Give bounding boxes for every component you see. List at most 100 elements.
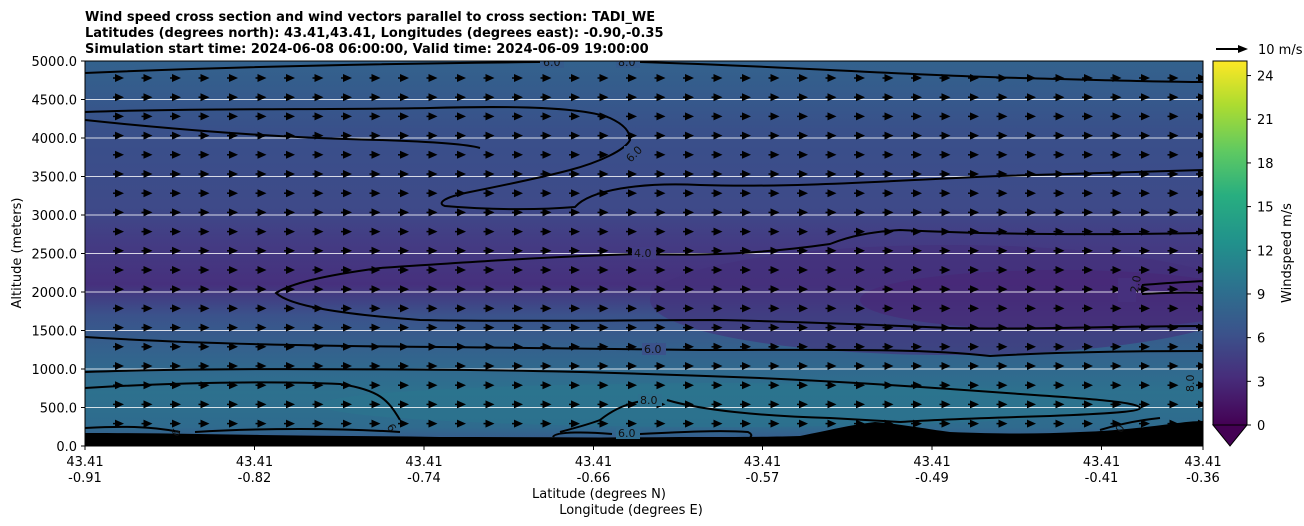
wind-vector: [200, 400, 210, 409]
wind-vector: [770, 74, 780, 82]
wind-vector: [970, 246, 979, 255]
wind-vector: [913, 150, 922, 159]
wind-vectors: [113, 74, 1203, 428]
wind-vector: [856, 150, 865, 159]
wind-vector: [1055, 342, 1065, 351]
wind-vector: [1169, 74, 1179, 82]
wind-vector: [713, 362, 723, 370]
wind-vector: [200, 285, 210, 294]
wind-vector: [941, 208, 951, 217]
wind-vector: [656, 323, 666, 332]
colorbar-tick-label: 9: [1257, 288, 1265, 303]
wind-vector: [998, 342, 1008, 351]
wind-vector: [1169, 131, 1179, 140]
wind-vector: [742, 285, 751, 294]
wind-vector: [742, 131, 751, 140]
wind-vector: [514, 381, 523, 390]
wind-vector: [770, 170, 780, 178]
wind-vector: [485, 74, 495, 82]
wind-vector: [514, 419, 523, 428]
wind-vector: [1198, 208, 1203, 217]
wind-vector: [542, 93, 552, 102]
contour-label-bg: [642, 343, 666, 355]
wind-vector: [970, 266, 979, 274]
wind-vector: [998, 266, 1008, 274]
wind-vector: [970, 342, 979, 351]
plot-area: 6.0 8.0 6.0 4.0 2.0 6.0 8.0 6.0 8.0 6 6 …: [85, 61, 1203, 446]
wind-vector: [1112, 189, 1122, 198]
wind-vector: [1055, 150, 1065, 159]
wind-vector: [1169, 189, 1179, 198]
x-axis-label-lat: Latitude (degrees N): [532, 487, 666, 502]
wind-vector: [343, 227, 352, 236]
x-tick-label-lat: 43.41: [66, 455, 103, 470]
wind-vector: [713, 150, 723, 159]
wind-vector: [884, 266, 894, 274]
wind-vector: [913, 112, 922, 121]
wind-vector: [571, 266, 580, 274]
wind-vector: [656, 419, 666, 428]
wind-vector: [713, 342, 723, 351]
chart-title-line-1: Wind speed cross section and wind vector…: [85, 10, 655, 25]
y-tick-label: 3000.0: [32, 209, 78, 224]
colorbar-tick-label: 15: [1257, 201, 1274, 216]
wind-vector: [286, 131, 295, 140]
wind-vector: [941, 400, 951, 409]
y-tick-label: 1500.0: [32, 325, 78, 340]
wind-vector: [827, 246, 837, 255]
wind-vector: [115, 74, 124, 82]
wind-vector: [257, 170, 267, 178]
wind-vector: [371, 362, 381, 370]
wind-vector: [514, 208, 523, 217]
wind-vector: [542, 189, 552, 198]
colorbar-tick-label: 6: [1257, 332, 1265, 347]
wind-vector: [770, 112, 780, 121]
wind-vector: [485, 227, 495, 236]
x-tick-label-lon: -0.57: [746, 471, 780, 486]
wind-vector: [628, 285, 637, 294]
wind-vector: [286, 266, 295, 274]
wind-vector: [970, 189, 979, 198]
wind-vector: [1198, 74, 1203, 82]
wind-vector: [115, 170, 124, 178]
wind-vector: [257, 419, 267, 428]
wind-vector: [143, 112, 153, 121]
wind-vector: [1112, 150, 1122, 159]
wind-vector: [884, 362, 894, 370]
wind-vector: [770, 285, 780, 294]
wind-vector: [314, 170, 324, 178]
wind-vector: [998, 362, 1008, 370]
wind-vector: [229, 112, 238, 121]
wind-vector: [856, 112, 865, 121]
x-tick-label-lat: 43.41: [913, 455, 950, 470]
wind-vector: [172, 285, 181, 294]
wind-vector: [884, 74, 894, 82]
contour-6-surface-left: [85, 425, 181, 433]
wind-vector: [884, 246, 894, 255]
wind-vector: [884, 342, 894, 351]
wind-vector: [799, 112, 808, 121]
wind-vector: [742, 304, 751, 313]
wind-vector: [599, 131, 609, 140]
wind-vector: [172, 189, 181, 198]
wind-vector: [457, 131, 466, 140]
wind-vector: [799, 381, 808, 390]
wind-vector: [542, 304, 552, 313]
wind-vector: [628, 400, 637, 409]
wind-vector: [257, 150, 267, 159]
wind-vector: [200, 189, 210, 198]
wind-vector: [742, 227, 751, 236]
wind-vector: [770, 419, 780, 428]
wind-vector: [856, 227, 865, 236]
wind-vector: [314, 362, 324, 370]
wind-vector: [713, 266, 723, 274]
wind-vector: [371, 400, 381, 409]
wind-vector: [628, 74, 637, 82]
wind-vector: [115, 131, 124, 140]
wind-vector: [998, 208, 1008, 217]
x-tick-label-lat: 43.41: [1083, 455, 1120, 470]
wind-vector: [713, 285, 723, 294]
wind-vector: [428, 323, 438, 332]
wind-vector: [913, 285, 922, 294]
wind-vector: [428, 150, 438, 159]
